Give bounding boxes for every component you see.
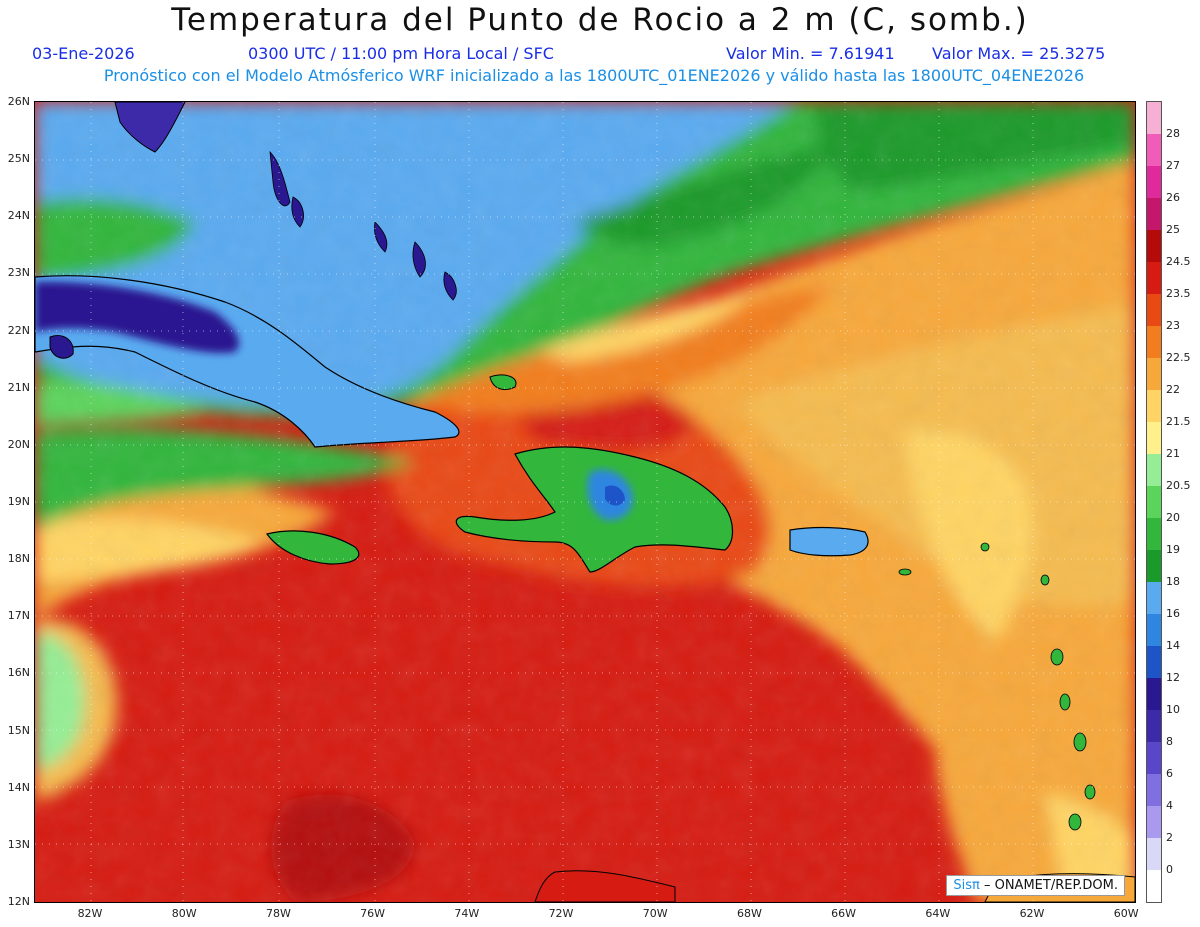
lat-label: 20N: [7, 437, 30, 451]
colorbar-segment: [1147, 486, 1161, 518]
lat-label: 22N: [7, 323, 30, 337]
forecast-date: 03-Ene-2026: [32, 44, 135, 63]
colorbar-segment: [1147, 678, 1161, 710]
lon-label: 62W: [1019, 907, 1045, 920]
colorbar-segment: [1147, 102, 1161, 134]
sispi-logo: Sisπ: [953, 878, 980, 893]
colorbar-segment: [1147, 198, 1161, 230]
onamet-credit: Sisπ – ONAMET/REP.DOM.: [946, 875, 1125, 896]
lat-label: 24N: [7, 209, 30, 223]
colorbar-segment: [1147, 134, 1161, 166]
colorbar-label: 12: [1166, 671, 1180, 684]
cordillera-peak: [605, 485, 625, 506]
colorbar-segment: [1147, 422, 1161, 454]
lat-label: 14N: [7, 780, 30, 794]
colorbar-label: 21.5: [1166, 415, 1191, 428]
lat-label: 17N: [7, 609, 30, 623]
colorbar-label: 26: [1166, 191, 1180, 204]
lon-label: 60W: [1113, 907, 1139, 920]
puerto-rico-landmass: [789, 526, 869, 557]
south-america-coast: [534, 870, 676, 902]
lesser-antilles: [898, 542, 1096, 831]
colorbar-label: 18: [1166, 575, 1180, 588]
colorbar: [1146, 101, 1162, 903]
lat-label: 23N: [7, 266, 30, 280]
lat-label: 13N: [7, 837, 30, 851]
lon-label: 80W: [171, 907, 197, 920]
forecast-time: 0300 UTC / 11:00 pm Hora Local / SFC: [248, 44, 554, 63]
max-value: Valor Max. = 25.3275: [932, 44, 1106, 63]
colorbar-segment: [1147, 550, 1161, 582]
colorbar-label: 25: [1166, 223, 1180, 236]
isla-juventud: [49, 335, 74, 359]
lat-label: 26N: [7, 95, 30, 108]
colorbar-label: 22: [1166, 383, 1180, 396]
colorbar-label: 2: [1166, 831, 1173, 844]
min-value: Valor Min. = 7.61941: [726, 44, 895, 63]
colorbar-segment: [1147, 646, 1161, 678]
lon-label: 76W: [360, 907, 386, 920]
colorbar-label: 20: [1166, 511, 1180, 524]
colorbar-label: 19: [1166, 543, 1180, 556]
lat-label: 21N: [7, 380, 30, 394]
lon-label: 70W: [642, 907, 668, 920]
model-info: Pronóstico con el Modelo Atmósferico WRF…: [103, 66, 1085, 85]
colorbar-segment: [1147, 806, 1161, 838]
colorbar-label: 14: [1166, 639, 1180, 652]
colorbar-label: 28: [1166, 127, 1180, 140]
turks-caicos: [489, 374, 517, 390]
colorbar-label: 23: [1166, 319, 1180, 332]
lat-label: 12N: [7, 894, 30, 908]
colorbar-label: 16: [1166, 607, 1180, 620]
florida-landmass: [114, 102, 186, 153]
lon-label: 74W: [454, 907, 480, 920]
colorbar-segment: [1147, 262, 1161, 294]
colorbar-segment: [1147, 838, 1161, 870]
lon-label: 66W: [831, 907, 857, 920]
chart-title: Temperatura del Punto de Rocio a 2 m (C,…: [171, 2, 1029, 38]
lat-label: 16N: [7, 666, 30, 680]
map-canvas: [35, 102, 1135, 902]
colorbar-label: 27: [1166, 159, 1180, 172]
colorbar-segment: [1147, 870, 1161, 902]
jamaica-landmass: [265, 530, 360, 565]
colorbar-segment: [1147, 454, 1161, 486]
graticule: [35, 102, 1135, 902]
colorbar-label: 21: [1166, 447, 1180, 460]
lon-label: 68W: [736, 907, 762, 920]
colorbar-label: 6: [1166, 767, 1173, 780]
colorbar-label: 23.5: [1166, 287, 1191, 300]
bahamas-islands: [269, 150, 457, 301]
lon-label: 82W: [77, 907, 103, 920]
colorbar-segment: [1147, 166, 1161, 198]
colorbar-segment: [1147, 742, 1161, 774]
colorbar-label: 20.5: [1166, 479, 1191, 492]
colorbar-label: 22.5: [1166, 351, 1191, 364]
lon-label: 78W: [265, 907, 291, 920]
colorbar-segment: [1147, 518, 1161, 550]
lat-label: 19N: [7, 494, 30, 508]
lat-label: 25N: [7, 152, 30, 166]
colorbar-segment: [1147, 614, 1161, 646]
cuba-dry-core: [35, 281, 239, 353]
colorbar-label: 8: [1166, 735, 1173, 748]
dewpoint-map: Sisπ – ONAMET/REP.DOM.: [34, 101, 1136, 903]
colorbar-segment: [1147, 294, 1161, 326]
lon-label: 64W: [925, 907, 951, 920]
colorbar-label: 24.5: [1166, 255, 1191, 268]
colorbar-segment: [1147, 582, 1161, 614]
colorbar-segment: [1147, 710, 1161, 742]
colorbar-segment: [1147, 326, 1161, 358]
colorbar-label: 0: [1166, 863, 1173, 876]
colorbar-label: 10: [1166, 703, 1180, 716]
lon-label: 72W: [548, 907, 574, 920]
colorbar-segment: [1147, 390, 1161, 422]
colorbar-segment: [1147, 230, 1161, 262]
credit-text: – ONAMET/REP.DOM.: [983, 878, 1118, 893]
lat-label: 18N: [7, 552, 30, 566]
colorbar-segment: [1147, 774, 1161, 806]
colorbar-label: 4: [1166, 799, 1173, 812]
colorbar-segment: [1147, 358, 1161, 390]
lat-label: 15N: [7, 723, 30, 737]
